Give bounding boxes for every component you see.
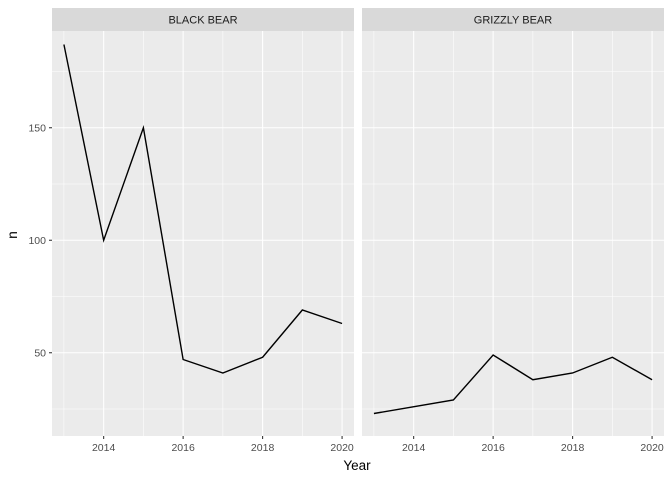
x-tick-label: 2016 xyxy=(171,442,195,454)
facet-strip xyxy=(52,8,354,31)
x-tick-label: 2020 xyxy=(330,442,354,454)
x-tick-label: 2014 xyxy=(402,442,426,454)
x-tick-label: 2018 xyxy=(561,442,585,454)
facet-panel: BLACK BEAR 2014 2016 2018 2020 xyxy=(52,8,354,454)
facet-strip-label: GRIZZLY BEAR xyxy=(474,15,553,27)
facet-panel: GRIZZLY BEAR 2014 2016 2018 2020 xyxy=(362,8,664,454)
x-tick-label: 2014 xyxy=(92,442,116,454)
y-axis-title: n xyxy=(5,231,20,239)
y-tick-label: 100 xyxy=(28,235,46,247)
series-line xyxy=(63,44,343,374)
facet-strip xyxy=(362,8,664,31)
x-axis-title: Year xyxy=(343,458,371,473)
x-tick-label: 2020 xyxy=(640,442,664,454)
panel-background xyxy=(362,31,664,436)
y-tick-label: 50 xyxy=(34,348,46,360)
facet-strip-label: BLACK BEAR xyxy=(168,15,237,27)
series-line xyxy=(373,354,653,415)
panel-background xyxy=(52,31,354,436)
x-tick-label: 2018 xyxy=(251,442,275,454)
y-tick-label: 150 xyxy=(28,123,46,135)
x-tick-label: 2016 xyxy=(481,442,505,454)
